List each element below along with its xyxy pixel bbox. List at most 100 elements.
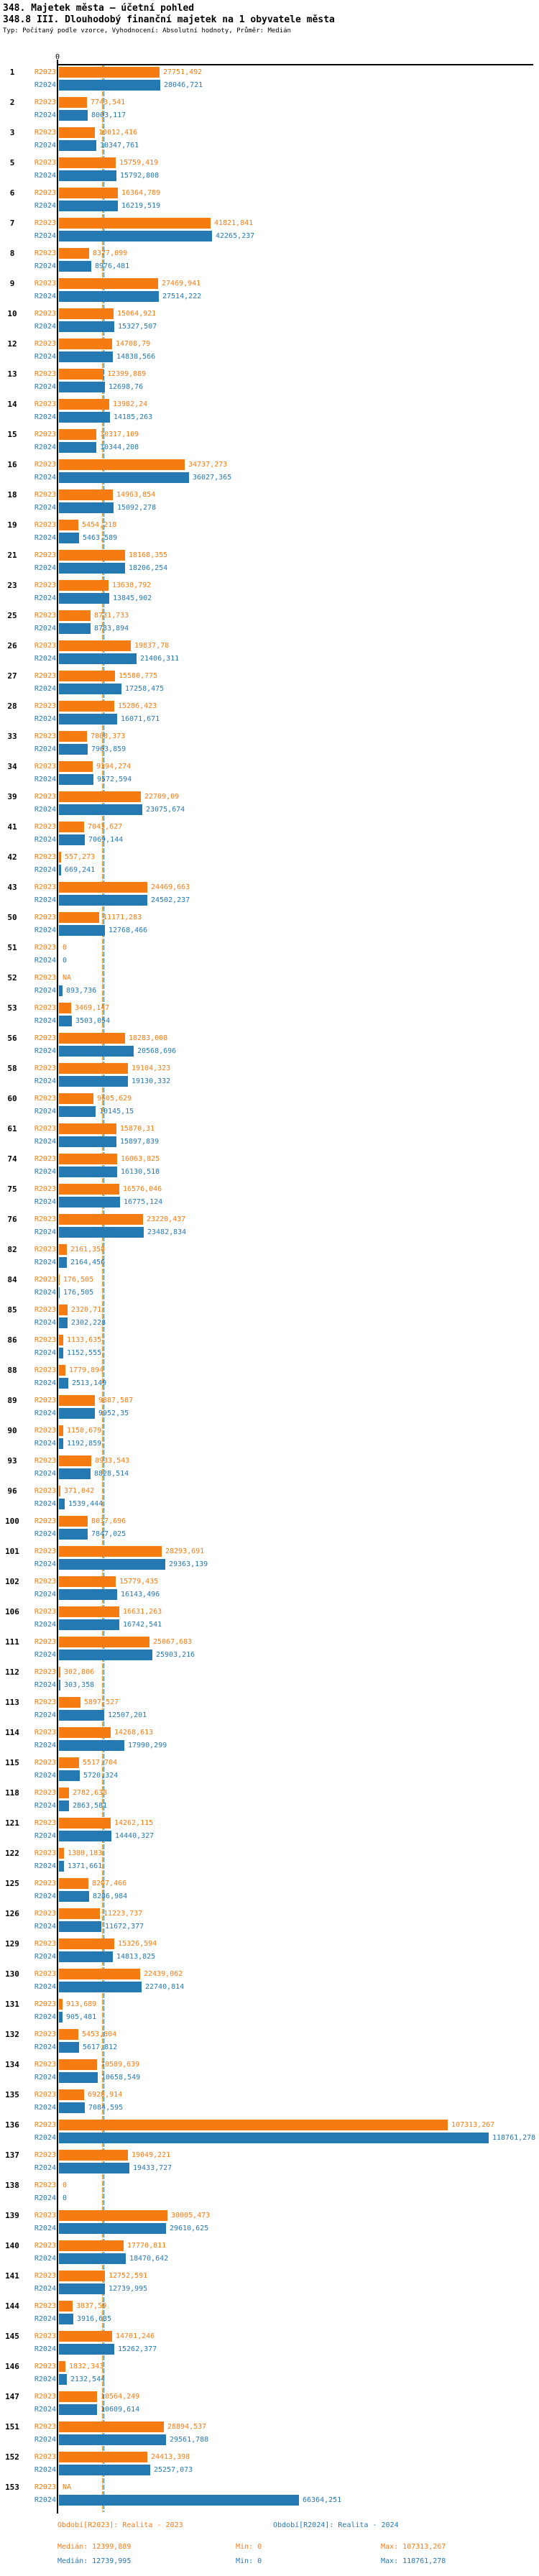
- value-label-r2023: 18168,355: [129, 551, 168, 559]
- row-id: 121: [5, 1818, 19, 1828]
- series-label-r2024: R2024: [34, 1741, 56, 1749]
- row-id: 61: [7, 1123, 17, 1133]
- bar-group: 102 R2023 15779,435 R2024 16143,496: [0, 1576, 539, 1600]
- bar-group: 88 R2023 1779,894 R2024 2513,149: [0, 1364, 539, 1389]
- bar-r2023: [59, 760, 93, 772]
- value-label-r2023: 19104,323: [132, 1064, 171, 1072]
- bar-r2024: [59, 804, 142, 815]
- bar-r2023: [59, 2028, 78, 2040]
- bar-r2023: [59, 670, 115, 681]
- series-label-r2023: R2023: [34, 188, 56, 197]
- series-label-r2023: R2023: [34, 1275, 56, 1284]
- value-label-r2024: 8286,984: [93, 1892, 128, 1900]
- value-label-r2024: 10344,208: [100, 443, 139, 451]
- series-label-r2024: R2024: [34, 2314, 56, 2323]
- bar-r2023: [59, 2270, 105, 2281]
- bar-group: 82 R2023 2161,358 R2024 2164,456: [0, 1243, 539, 1268]
- row-id: 3: [9, 127, 15, 137]
- row-id: 132: [5, 2029, 19, 2039]
- value-label-r2024: 5463,589: [83, 533, 118, 542]
- series-label-r2023: R2023: [34, 520, 56, 529]
- bar-r2023: [59, 1998, 63, 2010]
- value-label-r2023: 27751,492: [163, 68, 203, 76]
- bar-r2023: [59, 1757, 79, 1768]
- value-label-r2024: 9572,594: [97, 775, 132, 783]
- value-label-r2024: 29610,625: [170, 2224, 209, 2232]
- bar-r2023: [59, 2391, 97, 2402]
- footer-min-2024: Min: 0: [236, 2557, 262, 2565]
- series-label-r2023: R2023: [34, 1396, 56, 1404]
- bar-r2023: [59, 459, 185, 470]
- bar-r2024: [59, 472, 189, 483]
- value-label-r2024: 669,241: [65, 865, 96, 874]
- bar-r2023: [59, 126, 95, 138]
- series-label-r2023: R2023: [34, 943, 56, 952]
- bar-group: 121 R2023 14262,115 R2024 14440,327: [0, 1817, 539, 1841]
- bar-r2023: [59, 1334, 63, 1346]
- row-id: 53: [7, 1003, 17, 1013]
- value-label-r2024: 7084,595: [88, 2103, 124, 2112]
- row-id: 151: [5, 2421, 19, 2432]
- bar-r2023: [59, 338, 112, 349]
- row-id: 145: [5, 2331, 19, 2341]
- value-label-r2024: 1192,859: [67, 1439, 102, 1448]
- series-label-r2024: R2024: [34, 1348, 56, 1357]
- value-label-r2024: 7847,025: [91, 1530, 126, 1538]
- value-label-r2024: 9952,35: [98, 1409, 129, 1417]
- series-label-r2024: R2024: [34, 2254, 56, 2263]
- bar-group: 18 R2023 14963,854 R2024 15092,278: [0, 489, 539, 513]
- value-label-r2023: 2782,638: [73, 1788, 108, 1797]
- bar-r2023: [59, 277, 158, 289]
- value-label-r2023: 19049,221: [132, 2150, 171, 2159]
- bar-r2024: [59, 713, 117, 724]
- bar-group: 7 R2023 41821,841 R2024 42265,237: [0, 217, 539, 242]
- value-label-r2024: 3503,054: [75, 1016, 111, 1025]
- value-label-r2024: 25257,073: [154, 2465, 193, 2474]
- bar-r2024: [59, 2404, 97, 2415]
- row-id: 93: [7, 1455, 17, 1466]
- value-label-r2023: 10589,639: [101, 2060, 140, 2069]
- value-label-r2023: 1380,183: [68, 1849, 103, 1857]
- row-id: 146: [5, 2361, 19, 2371]
- series-label-r2023: R2023: [34, 279, 56, 288]
- value-label-r2024: 10347,761: [100, 141, 139, 150]
- row-id: 9: [9, 278, 15, 288]
- bar-r2023: [59, 610, 91, 621]
- bar-r2023: [59, 1545, 162, 1557]
- value-label-r2023: 14268,613: [114, 1728, 154, 1736]
- bar-group: 19 R2023 5454,218 R2024 5463,589: [0, 519, 539, 543]
- bar-group: 141 R2023 12752,591 R2024 12739,995: [0, 2270, 539, 2294]
- value-label-r2024: 12507,201: [108, 1711, 147, 1719]
- value-label-r2024: 16742,541: [123, 1620, 162, 1629]
- bar-r2024: [59, 985, 63, 996]
- value-label-r2024: 17990,299: [128, 1741, 167, 1749]
- series-label-r2024: R2024: [34, 292, 56, 300]
- bar-r2024: [59, 1166, 117, 1177]
- series-label-r2023: R2023: [34, 1547, 56, 1555]
- row-id: 130: [5, 1969, 19, 1979]
- bar-r2024: [59, 1045, 134, 1057]
- bar-r2023: [59, 1243, 67, 1255]
- bar-r2024: [59, 2222, 166, 2234]
- bar-r2023: [59, 579, 109, 591]
- row-id: 1: [9, 67, 15, 77]
- value-label-r2023: 16364,789: [121, 188, 161, 197]
- row-id: 85: [7, 1305, 17, 1315]
- bar-r2024: [59, 1528, 88, 1540]
- value-label-r2024: 14440,327: [115, 1831, 155, 1840]
- bar-r2024: [59, 2011, 63, 2023]
- series-label-r2023: R2023: [34, 2422, 56, 2431]
- series-label-r2024: R2024: [34, 2012, 56, 2021]
- bar-r2023: [59, 187, 118, 198]
- bar-r2024: [59, 622, 91, 634]
- row-id: 140: [5, 2240, 19, 2250]
- value-label-r2024: 16130,518: [121, 1167, 160, 1176]
- bar-r2024: [59, 1890, 89, 1902]
- row-id: 88: [7, 1365, 17, 1375]
- series-label-r2023: R2023: [34, 1637, 56, 1646]
- series-label-r2023: R2023: [34, 1245, 56, 1254]
- value-label-r2023: 23220,437: [147, 1215, 186, 1223]
- bar-r2024: [59, 592, 109, 604]
- series-label-r2024: R2024: [34, 1258, 56, 1266]
- row-id: 50: [7, 912, 17, 922]
